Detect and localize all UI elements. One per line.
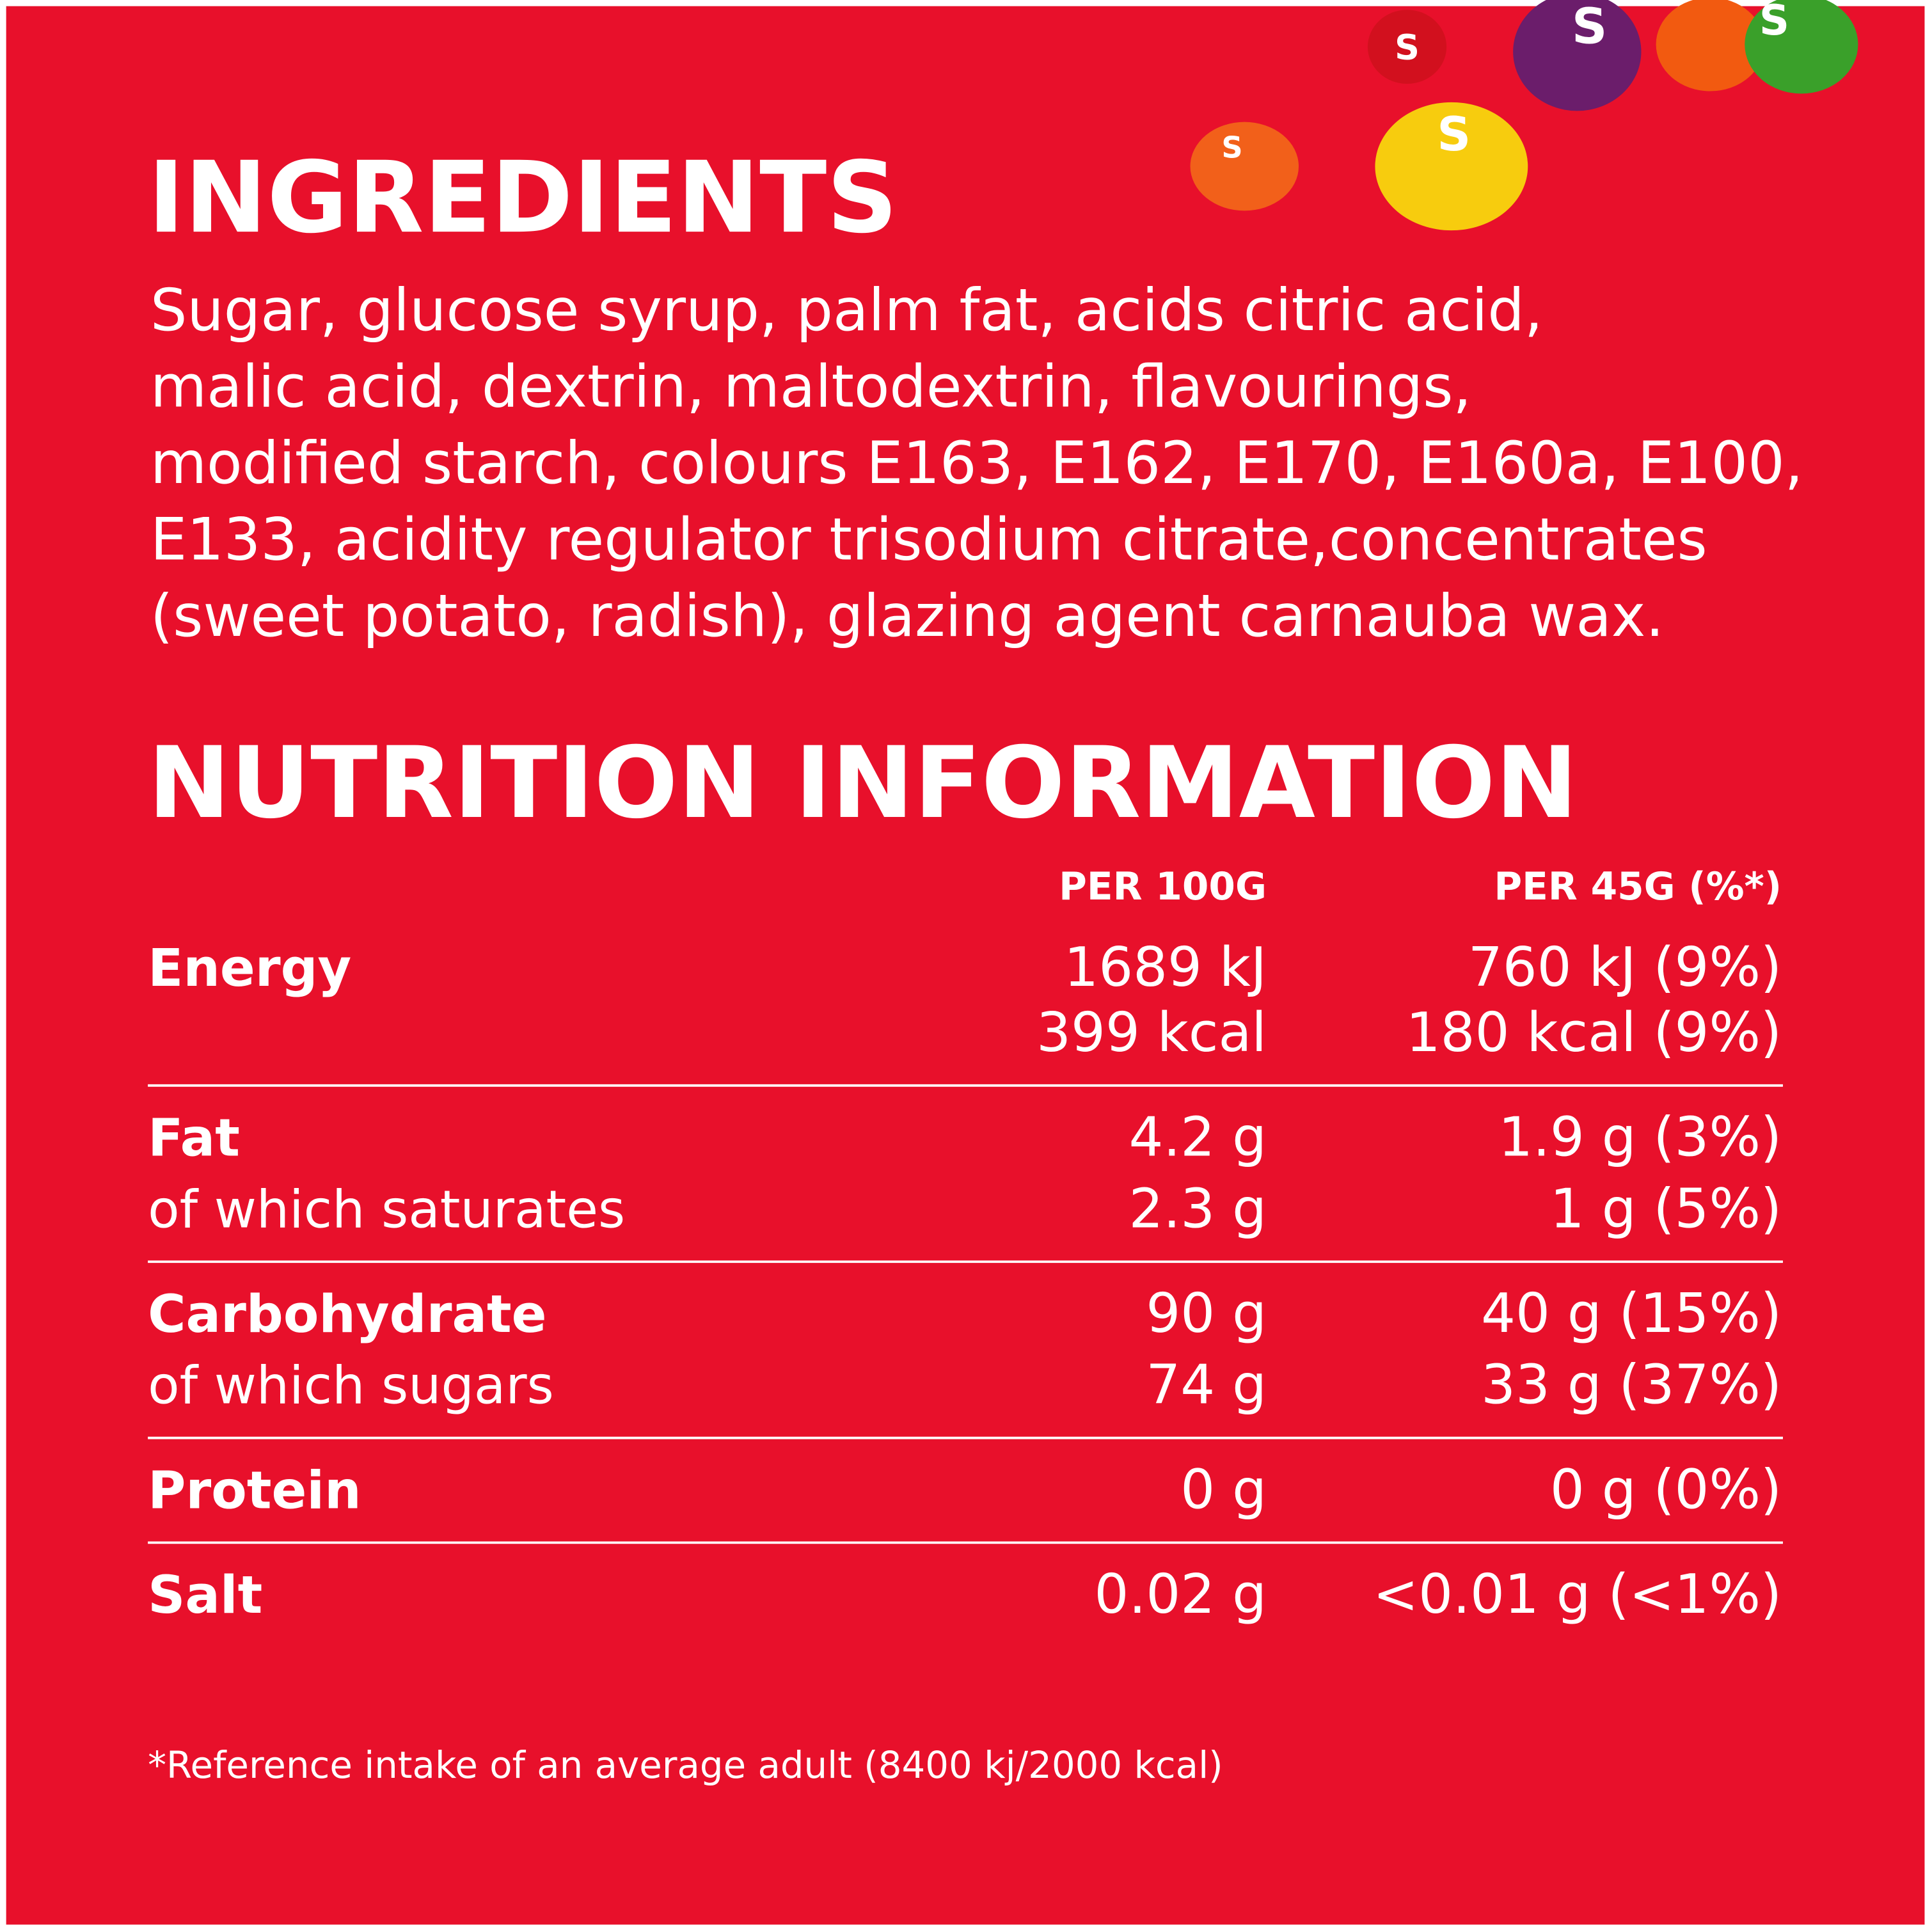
svg-text:S: S [1572, 0, 1607, 55]
per-100g-value: 0.02 g [1095, 1562, 1267, 1626]
per-45g-value: 760 kJ (9%) [1468, 935, 1782, 999]
ingredients-line: Sugar, glucose syrup, palm fat, acids ci… [150, 277, 1543, 344]
ingredients-text: Sugar, glucose syrup, palm fat, acids ci… [150, 277, 1803, 650]
ingredients-title: INGREDIENTS [148, 141, 898, 255]
nutrient-label: of which saturates [148, 1180, 625, 1240]
per-100g-value: 1689 kJ [1064, 935, 1267, 999]
per-100g-value: 399 kcal [1036, 1001, 1267, 1064]
nutrient-label: of which sugars [148, 1356, 554, 1416]
per-45g-value: 1.9 g (3%) [1498, 1105, 1782, 1169]
column-header: PER 45G (%*) [1494, 865, 1782, 909]
ingredients-line: malic acid, dextrin, maltodextrin, flavo… [150, 354, 1471, 421]
ingredients-line: modified starch, colours E163, E162, E17… [150, 430, 1803, 497]
svg-text:S: S [1759, 0, 1789, 45]
ingredients-line: (sweet potato, radish), glazing agent ca… [150, 583, 1664, 650]
nutrient-label: Fat [148, 1109, 240, 1169]
footnote: *Reference intake of an average adult (8… [148, 1743, 1223, 1787]
per-45g-value: 1 g (5%) [1550, 1176, 1782, 1240]
svg-text:S: S [1437, 107, 1471, 162]
per-45g-value: 0 g (0%) [1550, 1457, 1782, 1521]
background [6, 6, 1925, 1925]
nutrition-title: NUTRITION INFORMATION [148, 726, 1578, 841]
per-100g-value: 0 g [1180, 1457, 1267, 1521]
candies: S S S S S [1190, 0, 1858, 231]
nutrient-label: Carbohydrate [148, 1285, 546, 1345]
per-45g-value: <0.01 g (<1%) [1373, 1562, 1782, 1626]
column-header: PER 100G [1059, 865, 1267, 909]
per-45g-value: 33 g (37%) [1481, 1353, 1782, 1416]
nutrient-label: Energy [148, 938, 351, 999]
nutrition-table: Energy 1689 kJ 760 kJ (9%) 399 kcal 180 kcal… [148, 935, 1783, 1626]
per-45g-value: 180 kcal (9%) [1406, 1001, 1782, 1064]
per-100g-value: 4.2 g [1128, 1105, 1266, 1169]
per-100g-value: 74 g [1146, 1353, 1267, 1416]
per-45g-value: 40 g (15%) [1481, 1281, 1782, 1345]
nutrient-label: Protein [148, 1461, 361, 1521]
per-100g-value: 90 g [1146, 1281, 1267, 1345]
ingredients-line: E133, acidity regulator trisodium citrat… [150, 506, 1707, 573]
svg-text:S: S [1395, 27, 1420, 67]
per-100g-value: 2.3 g [1128, 1176, 1266, 1240]
nutrient-label: Salt [148, 1565, 262, 1626]
svg-text:S: S [1221, 131, 1242, 165]
